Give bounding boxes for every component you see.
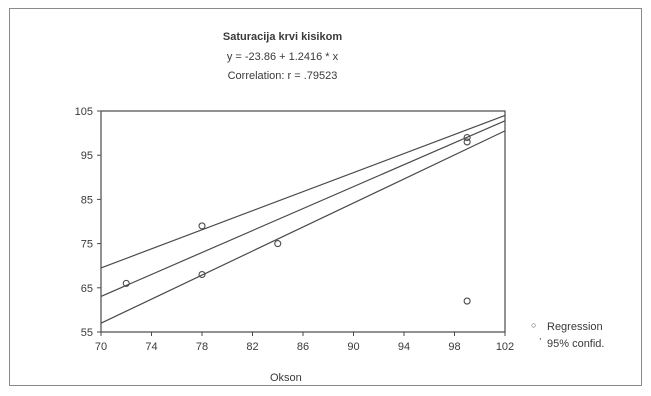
plot-axes bbox=[100, 110, 506, 333]
x-tick-label: 70 bbox=[95, 341, 107, 353]
legend-confidence: 95% confid. bbox=[547, 338, 605, 350]
x-tick-label: 98 bbox=[448, 341, 460, 353]
y-tick-label: 65 bbox=[81, 283, 93, 295]
y-axis-ticks: 105 95 85 75 65 55 bbox=[75, 106, 101, 339]
regression-lines bbox=[100, 114, 506, 324]
chart-border bbox=[9, 8, 642, 386]
x-axis-label: Okson bbox=[270, 372, 302, 384]
legend-point-marker: ○ bbox=[531, 320, 537, 330]
data-points bbox=[122, 133, 471, 305]
regression-equation: y = -23.86 + 1.2416 * x bbox=[226, 51, 339, 63]
data-point bbox=[463, 138, 471, 146]
y-tick-label: 55 bbox=[81, 327, 93, 339]
x-tick-label: 86 bbox=[297, 341, 309, 353]
legend-line-marker: , bbox=[539, 331, 542, 341]
confidence-upper-line bbox=[100, 114, 506, 269]
data-point bbox=[274, 240, 282, 248]
x-tick-label: 90 bbox=[347, 341, 359, 353]
x-tick-label: 82 bbox=[246, 341, 258, 353]
x-tick-label: 78 bbox=[196, 341, 208, 353]
regression-line bbox=[100, 120, 506, 297]
x-tick-label: 102 bbox=[496, 341, 514, 353]
data-point bbox=[463, 133, 471, 142]
chart-title: Saturacija krvi kisikom bbox=[222, 31, 343, 43]
correlation-text: Correlation: r = .79523 bbox=[227, 70, 338, 82]
x-axis-ticks: 70 74 78 82 86 90 94 98 102 bbox=[95, 332, 514, 353]
data-point bbox=[463, 297, 471, 305]
x-tick-label: 74 bbox=[145, 341, 157, 353]
legend-regression: Regression bbox=[547, 321, 603, 333]
x-tick-label: 94 bbox=[398, 341, 410, 353]
data-point bbox=[198, 270, 206, 279]
data-point bbox=[122, 279, 130, 287]
plot-area-border bbox=[100, 110, 506, 333]
y-tick-label: 95 bbox=[81, 150, 93, 162]
y-tick-label: 85 bbox=[81, 194, 93, 206]
y-tick-label: 105 bbox=[75, 106, 93, 118]
confidence-lower-line bbox=[100, 130, 506, 324]
data-point bbox=[198, 222, 206, 230]
y-tick-label: 75 bbox=[81, 239, 93, 251]
